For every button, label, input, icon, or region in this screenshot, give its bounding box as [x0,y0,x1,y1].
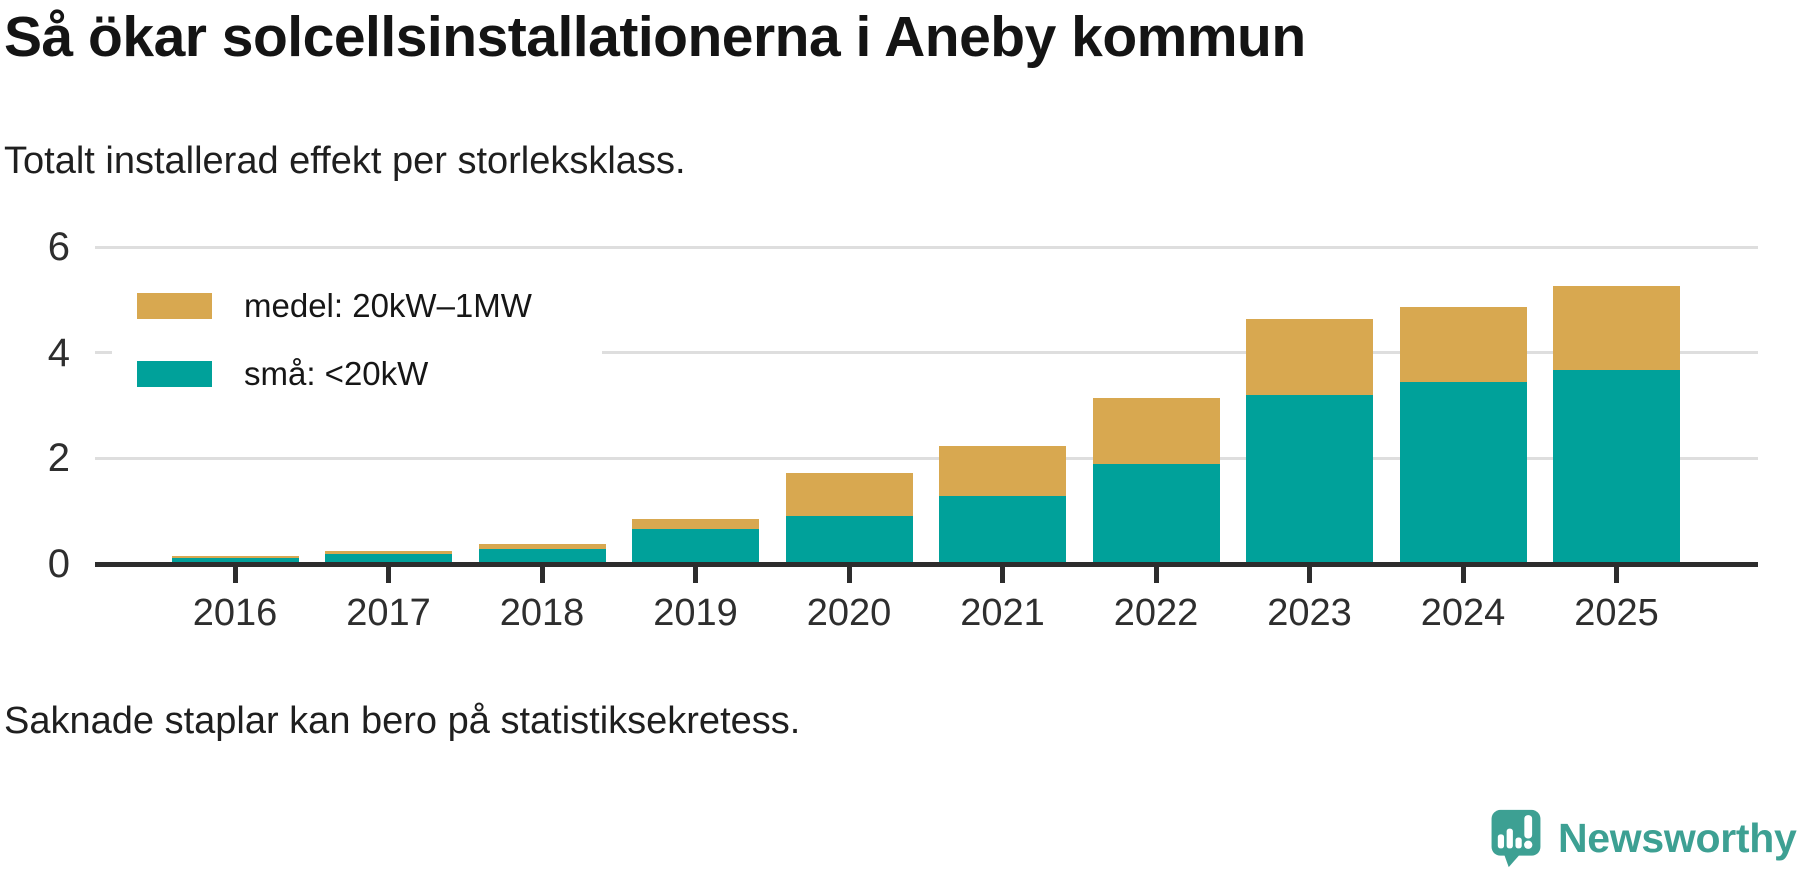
x-tick-2017 [386,564,391,583]
x-tick-2022 [1153,564,1159,583]
footnote: Saknade staplar kan bero på statistiksek… [4,700,801,742]
legend-item-medel: medel: 20kW–1MW [137,287,532,325]
bar-2025-sma [1553,370,1680,564]
bar-2019-medel [632,519,759,530]
legend-swatch-sma [137,361,212,387]
bar-2023-sma [1246,395,1373,564]
bar-2018-sma [478,548,606,564]
x-tick-2019 [693,564,698,583]
chart-subtitle: Totalt installerad effekt per storlekskl… [4,140,686,182]
bar-2024-sma [1399,381,1527,564]
x-axis-label-2025: 2025 [1574,592,1659,634]
x-axis-label-2021: 2021 [960,592,1045,634]
x-tick-2024 [1460,564,1466,583]
bar-2017-sma [325,553,452,564]
x-axis-label-2018: 2018 [499,592,585,634]
bar-2019-sma [632,529,759,564]
legend-swatch-medel [137,293,212,319]
x-axis-label-2019: 2019 [653,592,738,634]
y-axis-label-4: 4 [47,330,70,375]
bar-2021-sma [939,496,1066,564]
bar-2021-medel [939,446,1066,497]
x-tick-2020 [846,564,852,583]
legend-label-sma: små: <20kW [244,355,429,392]
bar-2020-medel [785,473,913,516]
newsworthy-logo: Newsworthy [1490,808,1797,868]
chart-title: Så ökar solcellsinstallationerna i Aneby… [4,5,1306,69]
bar-2022-medel [1092,397,1220,465]
bar-2022-sma [1092,464,1220,564]
x-axis-label-2016: 2016 [192,592,278,634]
brand-wordmark: Newsworthy [1558,814,1797,861]
legend: medel: 20kW–1MW små: <20kW [112,262,602,418]
x-tick-2023 [1307,564,1312,583]
y-axis-label-6: 6 [47,225,70,269]
legend-label-medel: medel: 20kW–1MW [244,287,532,324]
bar-2017-medel [325,551,452,554]
x-axis-label-2017: 2017 [346,592,431,634]
x-axis-line [95,562,1758,567]
x-axis-label-2024: 2024 [1420,592,1506,634]
bar-2020-sma [785,515,913,564]
gridline-4 [95,351,1758,355]
bar-2023-medel [1246,319,1373,396]
x-axis-label-2020: 2020 [806,592,892,634]
bar-2016-sma [171,558,299,564]
newsworthy-speech-bubble-bar-chart-icon [1491,809,1541,868]
x-axis-label-2022: 2022 [1113,592,1199,634]
bar-2025-medel [1553,285,1680,371]
y-axis-label-0: 0 [47,542,70,586]
x-tick-2018 [539,564,545,583]
x-tick-2016 [232,564,238,583]
gridline-2 [95,456,1758,460]
bar-2016-medel [171,555,299,559]
gridline-6 [95,245,1758,249]
x-tick-2025 [1614,564,1619,583]
bar-2018-medel [478,543,606,549]
x-axis-label-2023: 2023 [1267,592,1352,634]
y-axis-label-2: 2 [47,436,70,481]
bar-2024-medel [1399,306,1527,382]
legend-item-sma: små: <20kW [137,355,532,393]
x-tick-2021 [1000,564,1005,583]
